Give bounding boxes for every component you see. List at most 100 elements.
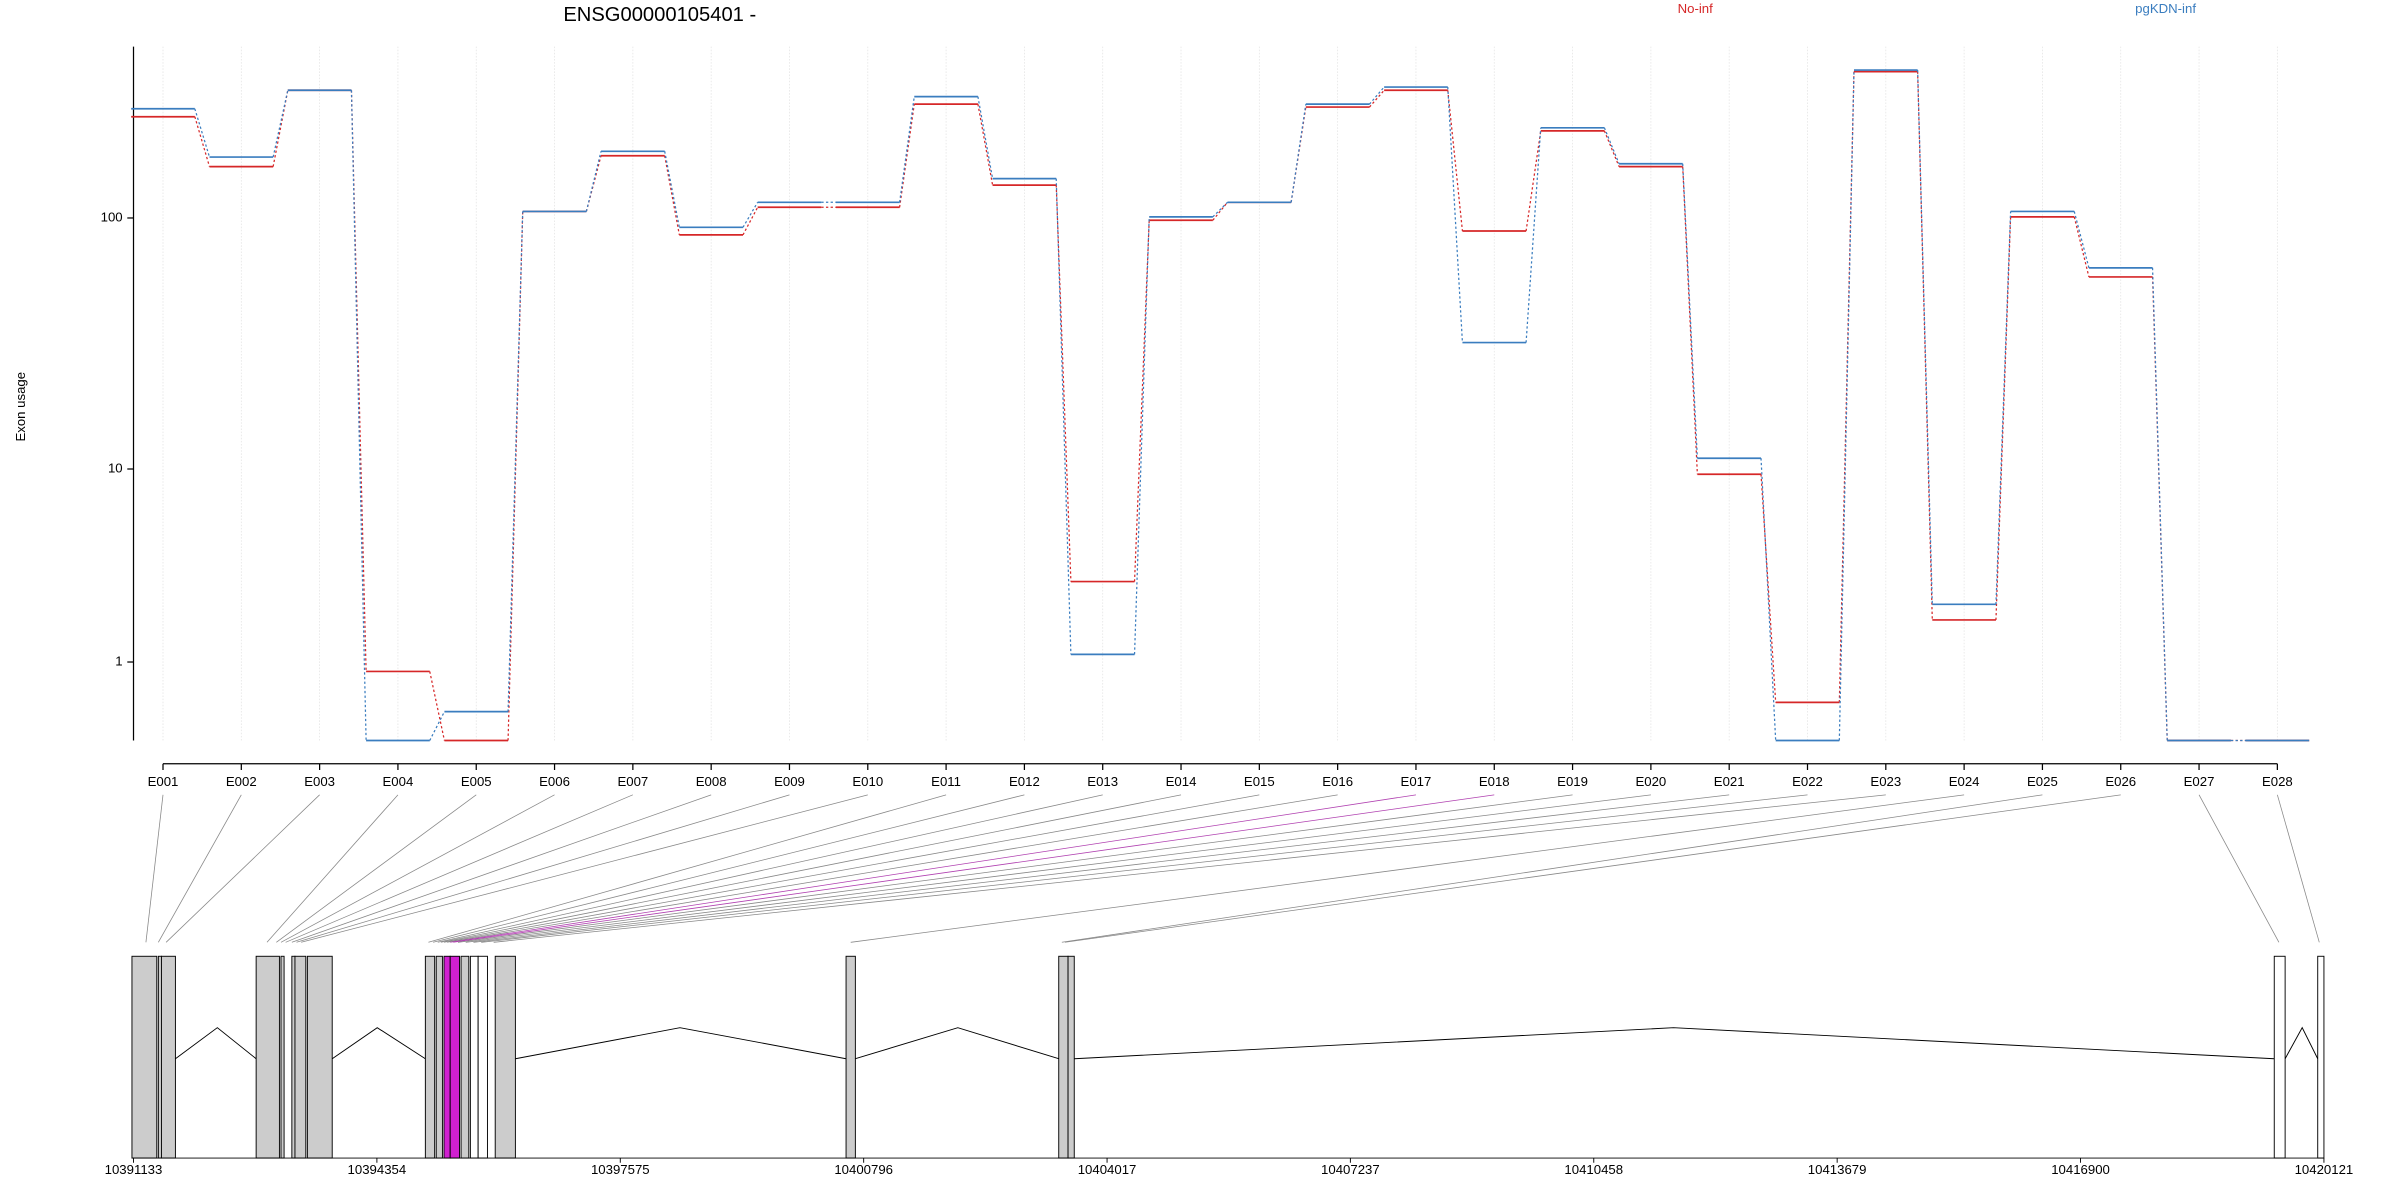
exon [306, 955, 333, 1159]
exon-connector [450, 794, 1417, 943]
intron [2284, 1026, 2319, 1059]
connector [1447, 87, 1464, 343]
connector [1133, 220, 1150, 582]
exon-connector [266, 794, 399, 943]
exon [494, 955, 516, 1159]
x-tick-label: E001 [148, 774, 179, 789]
x-tick-label: E006 [539, 774, 570, 789]
connector [272, 90, 289, 167]
x-tick-label: E011 [931, 774, 961, 789]
connector [1838, 70, 1855, 741]
connector [1525, 130, 1542, 232]
connector [664, 151, 680, 228]
genome-tick-label: 10404017 [1078, 1162, 1137, 1177]
exon-connector [296, 794, 790, 943]
intron [331, 1027, 426, 1060]
exon-connector [2276, 794, 2320, 943]
connector [742, 206, 759, 236]
exon [435, 955, 443, 1159]
exon [845, 955, 856, 1159]
exon [291, 955, 296, 1159]
intron [175, 1027, 257, 1060]
connector [2151, 267, 2168, 741]
exon [294, 955, 307, 1159]
genome-tick-label: 10413679 [1808, 1162, 1867, 1177]
x-tick-label: E008 [696, 774, 727, 789]
connector [429, 711, 445, 741]
exon-connector [457, 794, 1573, 943]
exon-connector [433, 794, 1025, 943]
genome-tick-label: 10397575 [591, 1162, 650, 1177]
intron [1074, 1027, 2275, 1060]
x-tick-label: E028 [2262, 774, 2293, 789]
connector [977, 104, 994, 186]
exon-connector [453, 794, 1495, 943]
exon-connector [465, 794, 1651, 943]
exon-connector [473, 794, 1730, 943]
y-tick-label: 10 [108, 460, 123, 475]
x-tick-label: E004 [383, 774, 414, 789]
intron [855, 1027, 1059, 1060]
x-tick-label: E009 [774, 774, 805, 789]
x-tick-label: E007 [617, 774, 648, 789]
exon-connector [165, 794, 320, 943]
connector [429, 671, 446, 741]
x-tick-label: E020 [1635, 774, 1666, 789]
connector [2073, 216, 2090, 278]
x-tick-label: E024 [1949, 774, 1980, 789]
connector [1760, 474, 1777, 703]
x-tick-label: E022 [1792, 774, 1823, 789]
x-tick-label: E021 [1714, 774, 1745, 789]
exon-connector [437, 794, 1103, 943]
genome-tick-label: 10410458 [1564, 1162, 1623, 1177]
exon [2317, 955, 2325, 1159]
connector [1368, 86, 1385, 105]
chart-title: ENSG00000105401 - [563, 4, 756, 26]
exon-connector [301, 794, 868, 943]
exon-connector [291, 794, 712, 943]
legend-entry: pgKDN-inf [2135, 1, 2196, 16]
connector [1447, 90, 1464, 232]
x-tick-label: E027 [2184, 774, 2215, 789]
y-tick-label: 1 [115, 653, 122, 668]
exon-connector [481, 794, 1808, 943]
genome-tick-label: 10391133 [105, 1162, 163, 1177]
exon-connector [440, 794, 1182, 943]
connector [350, 90, 367, 672]
exon [460, 955, 470, 1159]
connector [1603, 130, 1620, 167]
exon-highlighted [449, 955, 460, 1159]
exon [1067, 955, 1075, 1159]
exon-connector [443, 794, 1260, 943]
connector [1917, 70, 1933, 605]
connector [1603, 127, 1620, 165]
exon [477, 955, 488, 1159]
connector [742, 201, 759, 228]
genome-tick-label: 10400796 [834, 1162, 893, 1177]
connector [1055, 185, 1072, 582]
exon [1058, 955, 1069, 1159]
connector [977, 96, 994, 179]
exon-connector [447, 794, 1338, 943]
exon-connector [145, 794, 164, 943]
connector [1682, 166, 1698, 475]
connector [1290, 104, 1307, 203]
connector [1760, 458, 1777, 741]
connector [898, 96, 915, 203]
exon [469, 955, 479, 1159]
exon-connector [2198, 794, 2280, 943]
x-tick-label: E014 [1166, 774, 1197, 789]
x-tick-label: E017 [1401, 774, 1432, 789]
connector [272, 90, 289, 158]
exon [424, 955, 436, 1159]
exon-connector [493, 794, 1886, 943]
x-tick-label: E010 [852, 774, 883, 789]
connector [1525, 127, 1542, 343]
connector [350, 90, 367, 741]
genome-tick-label: 10407237 [1321, 1162, 1380, 1177]
connector [2073, 211, 2090, 269]
connector [2151, 276, 2168, 741]
genome-tick-label: 10420121 [2295, 1162, 2354, 1177]
